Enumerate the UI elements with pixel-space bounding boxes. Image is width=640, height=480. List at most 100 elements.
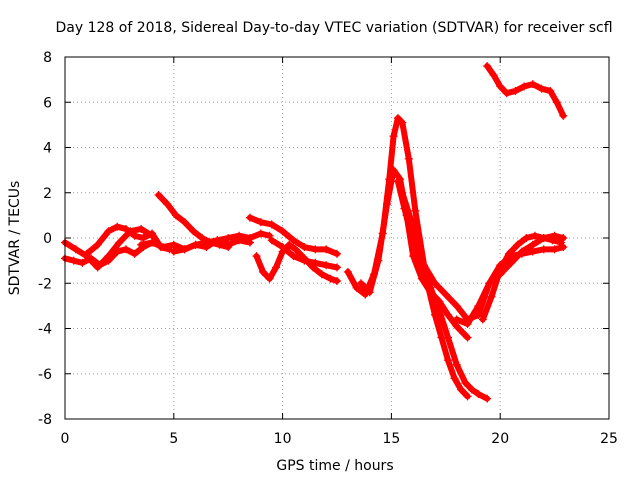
data-point	[443, 310, 452, 319]
data-point	[272, 263, 281, 272]
y-tick-label: -2	[38, 276, 52, 292]
data-point	[343, 267, 352, 276]
data-point	[139, 234, 148, 242]
data-point	[528, 247, 537, 256]
data-point	[496, 82, 505, 91]
data-point	[365, 288, 374, 297]
series-arc-13	[398, 188, 472, 401]
data-point	[113, 222, 122, 231]
y-tick-label: 4	[43, 141, 52, 157]
x-tick-label: 5	[169, 431, 178, 447]
data-point	[300, 243, 309, 252]
x-axis-label: GPS time / hours	[276, 458, 393, 474]
x-tick-label: 0	[61, 431, 70, 447]
data-point	[169, 247, 178, 256]
data-point	[415, 252, 424, 261]
data-point	[474, 301, 483, 310]
y-tick-label: 2	[43, 186, 52, 202]
series-arc-6	[169, 229, 274, 256]
chart-title: Day 128 of 2018, Sidereal Day-to-day VTE…	[55, 20, 612, 36]
data-point	[278, 227, 287, 236]
data-point	[333, 263, 341, 272]
data-point	[539, 234, 548, 242]
data-point	[180, 245, 189, 254]
series-trace	[83, 223, 173, 257]
series-arc-9	[267, 236, 341, 272]
data-point	[265, 274, 274, 283]
data-point	[115, 238, 124, 247]
series-arc-15	[478, 231, 566, 324]
data-point	[546, 86, 555, 95]
series-arc-14	[452, 231, 568, 328]
data-point	[452, 301, 461, 310]
data-point	[550, 245, 559, 254]
data-point	[483, 62, 492, 71]
data-point	[437, 333, 446, 342]
x-tick-label: 10	[274, 431, 292, 447]
x-tick-label: 20	[491, 431, 509, 447]
data-point	[224, 234, 233, 242]
data-point	[252, 252, 261, 261]
data-point	[450, 374, 459, 383]
data-point	[528, 80, 537, 89]
data-point	[504, 249, 513, 258]
data-point	[463, 333, 472, 342]
series-trace	[479, 232, 565, 323]
data-point	[411, 206, 420, 215]
data-point	[467, 385, 476, 394]
data-point	[333, 249, 341, 258]
data-point	[487, 292, 496, 301]
data-point	[452, 315, 461, 324]
data-point	[154, 191, 163, 200]
data-point	[235, 231, 244, 240]
data-point	[189, 227, 198, 236]
series-trace	[170, 230, 273, 255]
data-point	[278, 243, 287, 252]
series-trace	[394, 178, 491, 402]
data-point	[224, 243, 233, 252]
data-point	[121, 245, 130, 254]
data-point	[511, 86, 520, 95]
data-point	[267, 220, 276, 229]
data-point	[311, 258, 320, 267]
data-point	[289, 236, 298, 245]
data-point	[398, 188, 407, 197]
series-trace	[253, 241, 340, 284]
data-point	[389, 166, 398, 175]
series-trace	[399, 189, 471, 400]
data-point	[393, 177, 402, 186]
data-point	[502, 89, 511, 98]
axis-ticks	[64, 56, 610, 420]
data-point	[82, 249, 91, 258]
data-point	[130, 231, 139, 240]
data-point	[322, 245, 331, 254]
data-point	[180, 218, 189, 227]
data-point	[121, 224, 130, 233]
data-point	[452, 322, 461, 331]
y-tick-label: 6	[43, 95, 52, 111]
data-point	[485, 279, 494, 288]
data-point	[352, 283, 361, 292]
data-point	[424, 283, 433, 292]
data-point	[452, 360, 461, 369]
series-arc-7	[245, 213, 341, 258]
data-point	[461, 378, 470, 387]
series-arc-16	[483, 62, 568, 120]
data-point	[148, 229, 157, 238]
data-point	[513, 240, 522, 249]
data-point	[245, 213, 254, 222]
data-point	[483, 394, 492, 403]
data-point	[559, 111, 568, 120]
data-point	[69, 256, 78, 265]
data-point	[383, 200, 392, 209]
series-trace	[344, 115, 567, 323]
data-point	[552, 98, 561, 107]
data-point	[256, 218, 265, 227]
data-point	[213, 236, 222, 245]
x-axis-tick-labels: 0 5 10 15 20 25	[61, 431, 618, 447]
data-point	[300, 256, 309, 265]
data-point	[202, 238, 211, 247]
data-point	[191, 240, 200, 249]
y-tick-label: -8	[38, 412, 52, 428]
